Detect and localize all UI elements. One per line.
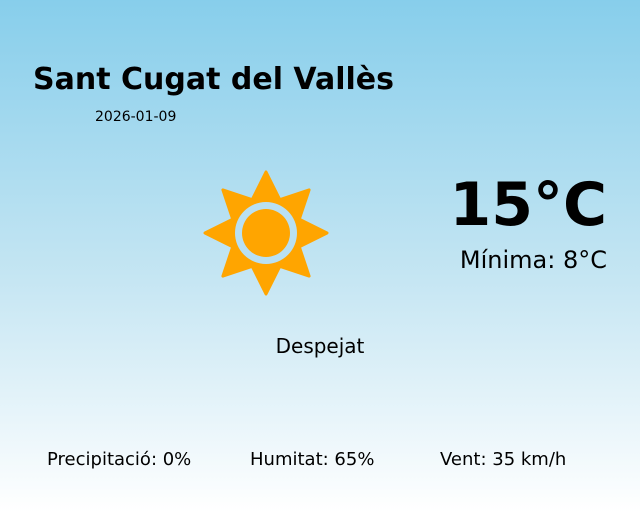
date: 2026-01-09 bbox=[95, 109, 177, 125]
sun-icon bbox=[203, 170, 329, 296]
precipitation: Precipitació: 0% bbox=[47, 449, 192, 470]
humidity: Humitat: 65% bbox=[250, 449, 375, 470]
weather-condition: Despejat bbox=[275, 334, 365, 358]
minimum-temperature: Mínima: 8°C bbox=[459, 246, 607, 274]
city-name: Sant Cugat del Vallès bbox=[33, 62, 395, 97]
current-temperature: 15°C bbox=[449, 170, 607, 240]
wind: Vent: 35 km/h bbox=[440, 449, 567, 470]
